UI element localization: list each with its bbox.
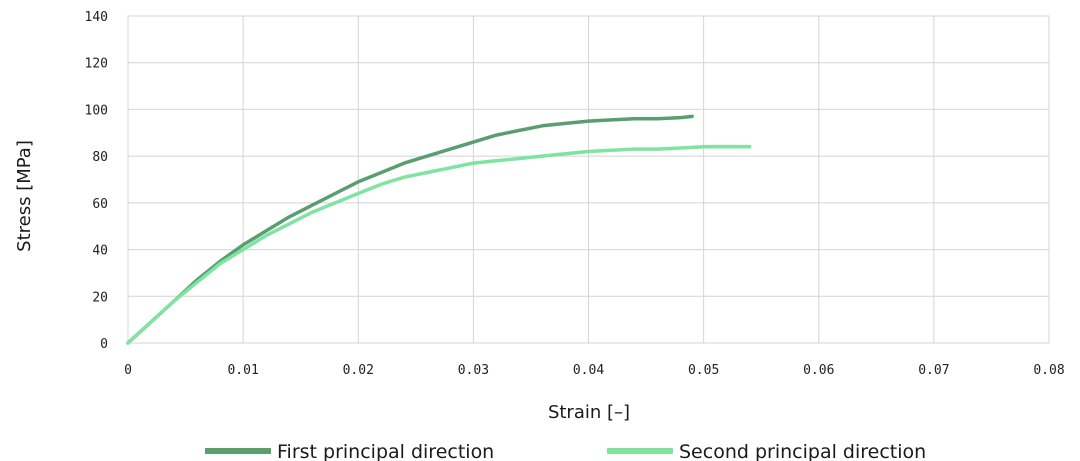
y-axis-title: Stress [MPa] [14, 140, 35, 252]
legend: First principal direction Second principa… [205, 441, 926, 461]
x-tick-label: 0.05 [688, 363, 719, 378]
x-tick-label: 0.03 [458, 363, 489, 378]
plot-area [127, 15, 1050, 344]
y-tick-label: 40 [92, 244, 108, 259]
series-layer [126, 114, 752, 345]
x-tick-label: 0.07 [918, 363, 949, 378]
y-axis-ticks: 0 20 40 60 80 100 120 140 [85, 10, 108, 352]
y-tick-label: 20 [92, 290, 108, 305]
x-axis-ticks: 0 0.01 0.02 0.03 0.04 0.05 0.06 0.07 0.08 [124, 363, 1065, 378]
y-tick-label: 0 [100, 337, 108, 352]
series-line-2 [126, 145, 752, 345]
y-tick-label: 120 [85, 57, 108, 72]
legend-label-2: Second principal direction [679, 441, 926, 461]
grid [127, 15, 1050, 344]
legend-label-1: First principal direction [277, 441, 494, 461]
y-tick-label: 80 [92, 150, 108, 165]
x-tick-label: 0.04 [573, 363, 604, 378]
x-tick-label: 0 [124, 363, 132, 378]
y-tick-label: 100 [85, 103, 108, 118]
x-tick-label: 0.06 [803, 363, 834, 378]
y-tick-label: 60 [92, 197, 108, 212]
x-tick-label: 0.08 [1033, 363, 1064, 378]
x-tick-label: 0.02 [343, 363, 374, 378]
x-axis-title: Strain [–] [548, 402, 630, 423]
y-tick-label: 140 [85, 10, 108, 25]
x-tick-label: 0.01 [227, 363, 258, 378]
series-line-1 [126, 114, 694, 345]
